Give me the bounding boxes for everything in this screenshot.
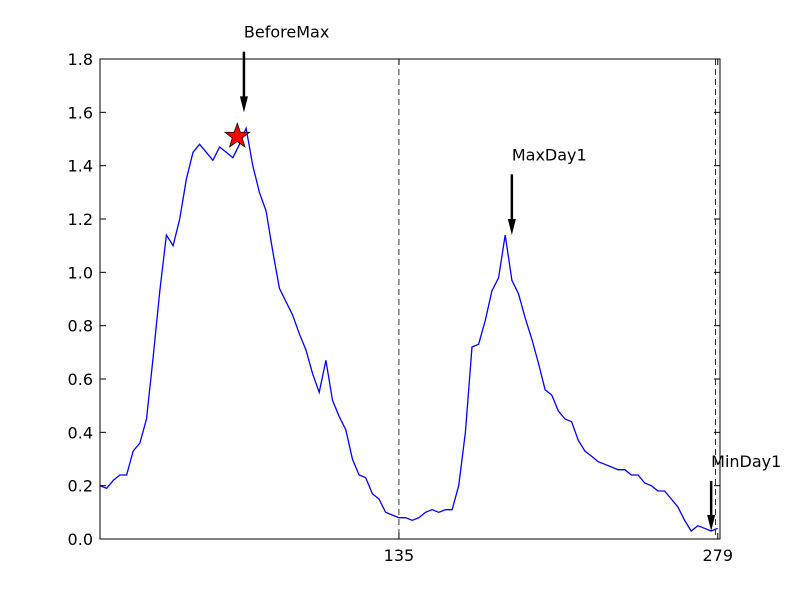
x-axis: 135 279 bbox=[384, 59, 733, 565]
annotation-arrow-head-1 bbox=[507, 219, 516, 235]
x-tick-label: 135 bbox=[384, 546, 415, 565]
star-marker-layer bbox=[223, 122, 251, 148]
y-tick-label: 1.6 bbox=[68, 103, 93, 122]
x-tick-label: 279 bbox=[703, 546, 734, 565]
y-tick-label: 0.2 bbox=[68, 477, 93, 496]
y-tick-label: 1.2 bbox=[68, 210, 93, 229]
y-tick-label: 0.4 bbox=[68, 423, 93, 442]
annotation-arrow-head-2 bbox=[707, 515, 716, 531]
y-tick-label: 0.6 bbox=[68, 370, 93, 389]
y-tick-label: 1.0 bbox=[68, 263, 93, 282]
y-axis: 0.0 0.2 0.4 0.6 0.8 1.0 1.2 1.4 1.6 1.8 bbox=[68, 50, 720, 549]
star-marker bbox=[223, 122, 251, 148]
y-tick-label: 1.4 bbox=[68, 157, 93, 176]
series-line bbox=[99, 125, 719, 532]
annotation-label: BeforeMax bbox=[244, 23, 329, 42]
annotation-arrow-head-0 bbox=[239, 96, 248, 113]
reference-lines bbox=[398, 59, 716, 539]
plot-frame bbox=[99, 58, 721, 540]
annotation-label: MaxDay1 bbox=[512, 145, 587, 164]
annotation-label: MinDay1 bbox=[711, 452, 781, 471]
annotations: BeforeMax MaxDay1 MinDay1 bbox=[239, 23, 781, 531]
y-tick-label: 1.8 bbox=[68, 50, 93, 69]
y-tick-label: 0.0 bbox=[68, 530, 93, 549]
y-tick-label: 0.8 bbox=[68, 317, 93, 336]
